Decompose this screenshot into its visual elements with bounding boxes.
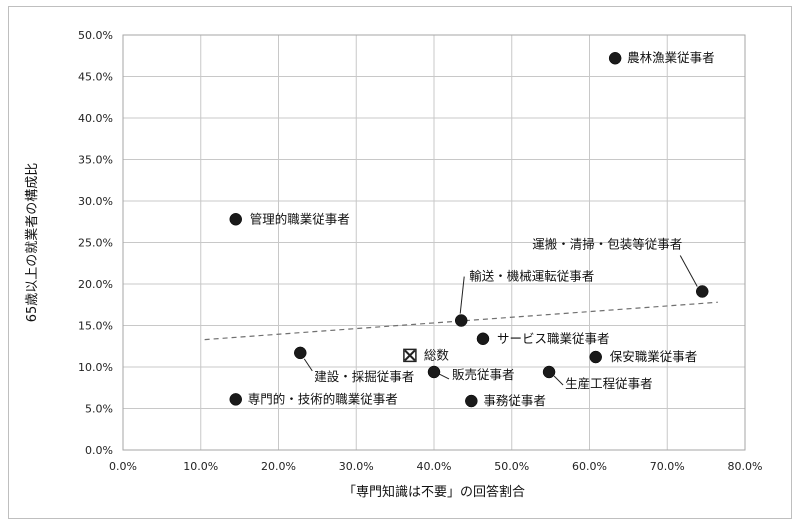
point-label: 運搬・清掃・包装等従事者 [532,236,682,251]
point-label: 輸送・機械運転従事者 [469,269,594,284]
y-tick-label: 5.0% [85,403,113,416]
y-tick-label: 45.0% [78,71,113,84]
data-point [542,365,556,379]
x-tick-label: 40.0% [417,460,452,473]
data-point [589,350,602,364]
x-tick-labels: 0.0% 10.0% 20.0% 30.0% 40.0% 50.0% 60.0% 70.0% 8… [109,460,762,473]
x-tick-label: 10.0% [183,460,218,473]
leader-line [438,373,450,380]
point-label: 農林漁業従事者 [627,50,715,65]
y-tick-labels: 0.0% 5.0% 10.0% 15.0% 20.0% 25.0% 30.0% 35.0% 40… [78,29,113,457]
y-tick-label: 50.0% [78,29,113,42]
grid [122,34,746,451]
data-point [608,51,622,65]
leader-line [459,276,465,314]
data-points: 農林漁業従事者管理的職業従事者運搬・清掃・包装等従事者輸送・機械運転従事者サービ… [229,50,715,408]
point-label: 専門的・技術的職業従事者 [248,391,398,406]
y-axis-label: 65歳以上の就業者の構成比 [24,163,40,323]
point-label: サービス職業従事者 [497,331,610,346]
x-tick-label: 50.0% [494,460,529,473]
y-tick-label: 25.0% [78,237,113,250]
chart-frame [8,6,792,519]
leader-line [303,358,313,372]
point-label: 販売従事者 [452,367,515,382]
x-tick-label: 30.0% [339,460,374,473]
point-label: 総数 [424,347,450,362]
x-axis-label: 「専門知識は不要」の回答割合 [343,484,525,500]
trendline-group [204,301,718,341]
point-label: 生産工程従事者 [565,376,653,391]
data-point [476,332,490,346]
y-tick-label: 10.0% [78,361,113,374]
total-marker-cross [404,349,416,362]
x-tick-label: 70.0% [650,460,685,473]
data-point [294,346,307,360]
y-tick-label: 30.0% [78,195,113,208]
point-label: 保安職業従事者 [610,349,698,364]
point-label: 建設・採掘従事者 [314,369,414,384]
y-tick-label: 0.0% [85,444,113,457]
data-point [229,393,242,406]
data-point [229,213,242,226]
data-point [695,285,709,298]
y-tick-label: 20.0% [78,278,113,291]
point-label: 管理的職業従事者 [250,211,350,226]
data-point [427,365,441,379]
y-tick-label: 15.0% [78,320,113,333]
x-tick-label: 0.0% [109,460,137,473]
data-point [454,314,468,327]
y-tick-label: 35.0% [78,154,113,167]
y-tick-label: 40.0% [78,112,113,125]
x-tick-label: 20.0% [261,460,296,473]
trendline [204,301,718,341]
data-point [465,394,478,408]
plot-area-border [122,34,746,451]
leader-line [679,255,698,287]
x-tick-label: 60.0% [572,460,607,473]
x-tick-label: 80.0% [728,460,763,473]
point-label: 事務従事者 [483,393,546,408]
leader-line [553,375,564,386]
